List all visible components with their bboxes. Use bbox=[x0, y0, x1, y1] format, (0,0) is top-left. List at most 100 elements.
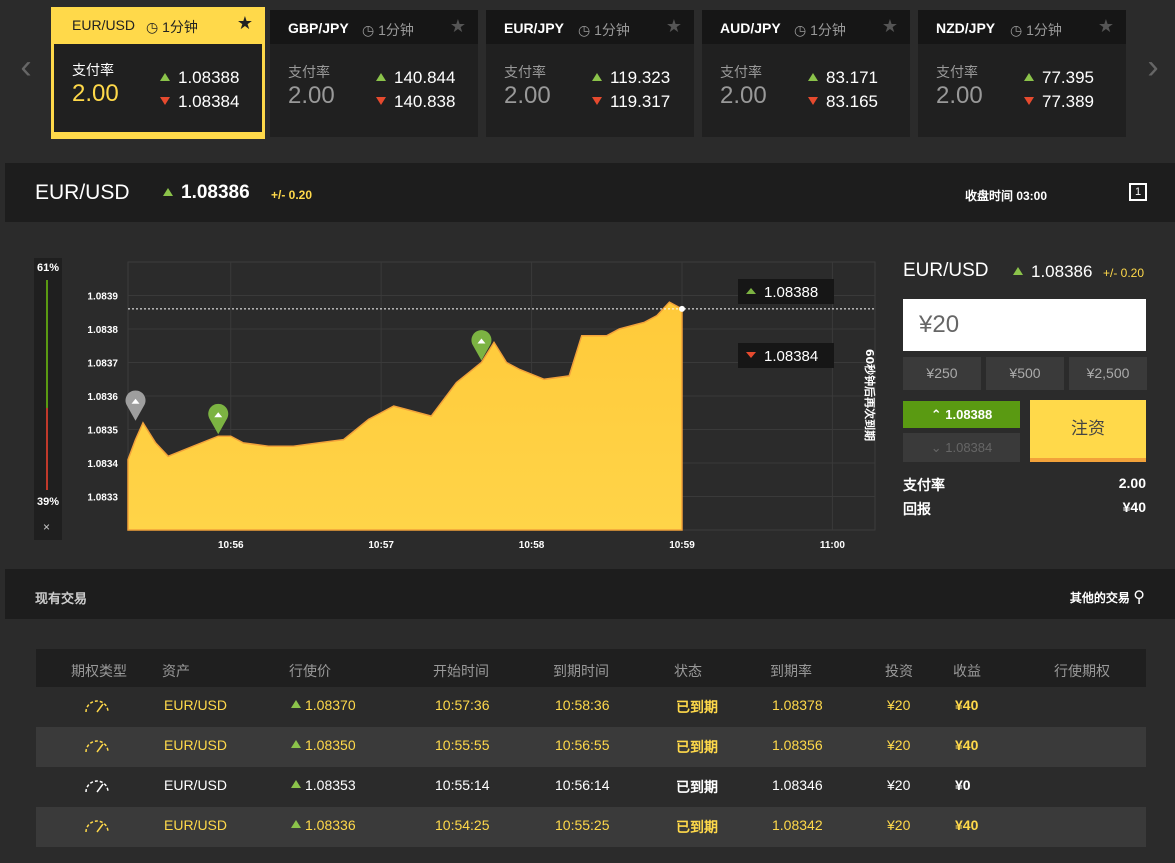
trade-marker-arrow-icon bbox=[131, 398, 140, 404]
ticker-card-body: 支付率 2.00 1.08388 1.08384 bbox=[54, 44, 262, 132]
trade-marker-arrow-icon bbox=[477, 338, 486, 344]
ticker-card-header: AUD/JPY ◷ 1分钟 ★ bbox=[702, 10, 910, 44]
x-tick-label: 10:58 bbox=[519, 540, 545, 551]
cell-invest: ¥20 bbox=[887, 777, 911, 793]
rate-label: 支付率 bbox=[72, 62, 114, 78]
cell-profit: ¥40 bbox=[955, 697, 979, 713]
cell-asset: EUR/USD bbox=[164, 817, 228, 833]
invest-button[interactable]: 注资 bbox=[1030, 400, 1146, 462]
cell-rate: 1.08356 bbox=[772, 737, 823, 753]
ticker-card-header: EUR/USD ◷ 1分钟 ★ bbox=[51, 7, 265, 41]
y-tick-label: 1.0839 bbox=[87, 292, 118, 303]
close-icon[interactable]: × bbox=[43, 520, 51, 534]
expiry-label: 60秒钟后再次到期 bbox=[863, 349, 877, 441]
favorite-star-icon[interactable]: ★ bbox=[1097, 16, 1114, 36]
cell-profit: ¥40 bbox=[955, 817, 979, 833]
cell-start: 10:55:14 bbox=[435, 777, 490, 793]
price-area-series bbox=[127, 301, 683, 531]
trade-panel: EUR/USD 1.08386 +/- 0.20 ¥250 ¥500 ¥2,50… bbox=[903, 258, 1147, 528]
x-tick-label: 10:56 bbox=[218, 540, 244, 551]
favorite-star-icon[interactable]: ★ bbox=[236, 13, 253, 33]
ticker-card-eurjpy[interactable]: EUR/JPY ◷ 1分钟 ★ 支付率 2.00 119.323 119.317 bbox=[486, 10, 694, 137]
trade-marker-pin bbox=[471, 330, 492, 361]
amount-input[interactable] bbox=[903, 299, 1146, 351]
trades-table: 期权类型 资产 行使价 开始时间 到期时间 状态 到期率 投资 收益 行使期权 … bbox=[36, 649, 1146, 847]
trade-price: 1.08386 bbox=[1013, 262, 1092, 282]
arrow-up-icon bbox=[291, 780, 301, 788]
col-expiry-rate: 到期率 bbox=[770, 663, 812, 679]
put-button[interactable]: ⌄ 1.08384 bbox=[903, 433, 1020, 462]
cell-status: 已到期 bbox=[676, 779, 718, 795]
table-row: EUR/USD 1.08370 10:57:36 10:58:36 已到期 1.08378… bbox=[36, 687, 1146, 727]
asset-change: +/- 0.20 bbox=[271, 188, 313, 202]
other-trades-link[interactable]: 其他的交易 ⚲ bbox=[1069, 589, 1145, 606]
arrow-up-icon bbox=[291, 700, 301, 708]
y-tick-label: 1.0835 bbox=[87, 426, 118, 437]
col-exercise: 行使期权 bbox=[1054, 663, 1110, 679]
close-time: 收盘时间 03:00 bbox=[965, 189, 1048, 203]
down-price-tag: 1.08384 bbox=[764, 348, 818, 365]
price-down: 83.165 bbox=[808, 92, 878, 112]
arrow-down-icon bbox=[1024, 97, 1034, 105]
price-up: 140.844 bbox=[376, 68, 455, 88]
arrow-up-icon bbox=[1013, 267, 1023, 275]
cell-asset: EUR/USD bbox=[164, 777, 228, 793]
clock-icon: ◷ bbox=[794, 22, 807, 38]
ticker-timer: ◷ 1分钟 bbox=[794, 22, 846, 38]
clock-icon: ◷ bbox=[362, 22, 375, 38]
arrow-up-icon bbox=[808, 73, 818, 81]
arrow-up-icon bbox=[163, 188, 173, 196]
x-tick-label: 10:57 bbox=[368, 540, 394, 551]
ticker-symbol: GBP/JPY bbox=[288, 20, 349, 36]
ticker-card-gbpjpy[interactable]: GBP/JPY ◷ 1分钟 ★ 支付率 2.00 140.844 140.838 bbox=[270, 10, 478, 137]
ticker-symbol: EUR/JPY bbox=[504, 20, 564, 36]
favorite-star-icon[interactable]: ★ bbox=[449, 16, 466, 36]
cell-profit: ¥0 bbox=[955, 777, 971, 793]
cell-strike: 1.08370 bbox=[291, 697, 356, 713]
call-button[interactable]: ⌃ 1.08388 bbox=[903, 401, 1020, 428]
clock-icon: ◷ bbox=[578, 22, 591, 38]
cell-invest: ¥20 bbox=[887, 737, 911, 753]
preset-500-button[interactable]: ¥500 bbox=[986, 357, 1064, 390]
col-end: 到期时间 bbox=[553, 663, 609, 679]
current-trades-title: 现有交易 bbox=[35, 591, 88, 606]
y-tick-label: 1.0836 bbox=[87, 392, 118, 403]
clock-icon: ◷ bbox=[1010, 22, 1023, 38]
trade-asset-name: EUR/USD bbox=[903, 260, 989, 281]
cell-profit: ¥40 bbox=[955, 737, 979, 753]
arrow-up-icon bbox=[592, 73, 602, 81]
price-down: 140.838 bbox=[376, 92, 455, 112]
x-tick-label: 10:59 bbox=[669, 540, 695, 551]
payout-rate-row: 支付率 2.00 bbox=[903, 475, 1146, 493]
ticker-strip: ‹ › EUR/USD ◷ 1分钟 ★ 支付率 2.00 1.08388 1.0… bbox=[0, 0, 1175, 163]
preset-250-button[interactable]: ¥250 bbox=[903, 357, 981, 390]
price-chart: 1.0833 1.0834 1.0835 1.0836 1.0837 1.0838 1.08… bbox=[87, 261, 877, 551]
cell-rate: 1.08342 bbox=[772, 817, 823, 833]
arrow-up-icon: ⌃ bbox=[930, 407, 946, 422]
ticker-card-header: GBP/JPY ◷ 1分钟 ★ bbox=[270, 10, 478, 44]
arrow-down-icon bbox=[808, 97, 818, 105]
ticker-timer: ◷ 1分钟 bbox=[362, 22, 414, 38]
y-tick-label: 1.0837 bbox=[87, 359, 118, 370]
window-icon[interactable]: 1 bbox=[1129, 183, 1147, 201]
rate-value: 2.00 bbox=[288, 82, 335, 109]
ticker-card-audjpy[interactable]: AUD/JPY ◷ 1分钟 ★ 支付率 2.00 83.171 83.165 bbox=[702, 10, 910, 137]
y-tick-label: 1.0838 bbox=[87, 325, 118, 336]
preset-2500-button[interactable]: ¥2,500 bbox=[1069, 357, 1147, 390]
search-icon: ⚲ bbox=[1133, 589, 1145, 606]
favorite-star-icon[interactable]: ★ bbox=[665, 16, 682, 36]
next-arrow-icon[interactable]: › bbox=[1147, 48, 1159, 86]
x-tick-label: 11:00 bbox=[820, 540, 845, 551]
y-tick-label: 1.0833 bbox=[87, 493, 118, 504]
arrow-up-icon bbox=[1024, 73, 1034, 81]
favorite-star-icon[interactable]: ★ bbox=[881, 16, 898, 36]
arrow-down-icon: ⌄ bbox=[930, 440, 946, 455]
prev-arrow-icon[interactable]: ‹ bbox=[20, 48, 32, 86]
price-up: 83.171 bbox=[808, 68, 878, 88]
clock-icon: ◷ bbox=[146, 19, 159, 35]
ticker-card-nzdjpy[interactable]: NZD/JPY ◷ 1分钟 ★ 支付率 2.00 77.395 77.389 bbox=[918, 10, 1126, 137]
cell-strike: 1.08336 bbox=[291, 817, 356, 833]
sentiment-bar: 61% 39% × bbox=[34, 258, 62, 540]
ticker-card-eurusd[interactable]: EUR/USD ◷ 1分钟 ★ 支付率 2.00 1.08388 1.08384 bbox=[51, 7, 265, 139]
cell-asset: EUR/USD bbox=[164, 737, 228, 753]
